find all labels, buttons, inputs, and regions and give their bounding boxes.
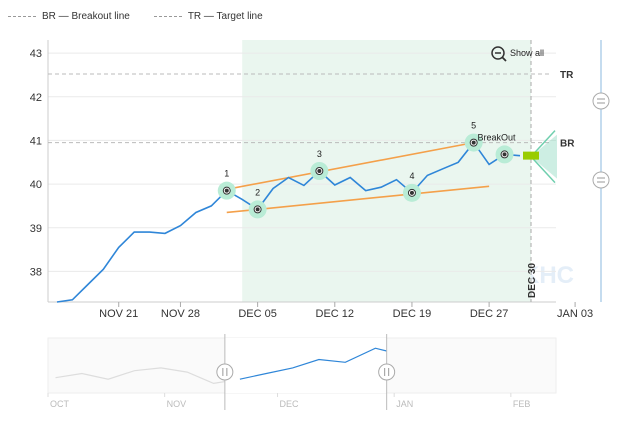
x-tick-label: NOV 28 [161,308,200,320]
pattern-point[interactable]: 5 [464,121,483,152]
y-tick-label: 41 [30,135,42,147]
navigator-window [224,338,387,393]
trend-line [226,141,474,191]
x-tick-label: DEC 05 [238,308,277,320]
navigator-label: NOV [167,399,187,409]
date-marker: DEC 30 [527,40,538,302]
x-tick-label: JAN 03 [557,308,593,320]
navigator[interactable]: OCT NOV DEC JAN FEB [47,334,557,410]
pattern-point[interactable]: 3 [310,149,329,180]
breakout-cone [531,134,557,179]
navigator-label: OCT [50,399,70,409]
breakout-marker [523,151,539,160]
navigator-handle[interactable] [216,363,234,381]
navigator-window-line [239,347,387,380]
pattern-point[interactable]: 1 [217,169,236,200]
y-tick-label: 42 [30,92,42,104]
price-line [56,141,521,303]
pattern-point-dot [471,140,476,145]
trend-line [226,185,490,214]
x-tick-label: DEC 12 [316,308,355,320]
pattern-point[interactable]: BreakOut [478,132,517,164]
date-marker-label: DEC 30 [527,263,538,298]
axes: NOV 21 NOV 28 DEC 05 DEC 12 DEC 19 DEC 27 JAN … [47,40,593,320]
pattern-point[interactable]: 2 [248,187,267,219]
x-tick-label: NOV 21 [99,308,138,320]
pattern-point-label: 3 [317,149,322,159]
pattern-point-dot [255,207,260,212]
x-tick-label: DEC 27 [470,308,509,320]
y-tick-label: 40 [30,179,42,191]
y-tick-label: 43 [30,48,42,60]
show-all-label: Show all [510,48,544,58]
right-scrollbar [592,40,610,302]
series [56,141,521,303]
horizontal-lines: TR BR [48,70,575,150]
pattern-point-label: 4 [409,171,414,181]
pattern-point-dot [224,188,229,193]
legend-item-breakout[interactable]: BR — Breakout line [8,11,130,22]
legend-item-target[interactable]: TR — Target line [153,10,263,22]
horizontal-line-label: BR [560,139,575,150]
legend-label-breakout: BR — Breakout line [42,10,130,22]
navigator-label: DEC [280,399,300,409]
breakout-arrows [523,130,557,184]
horizontal-line-label: TR [560,70,574,81]
pattern-point-label: BreakOut [478,132,517,142]
y-zoom-handle-bottom[interactable] [592,171,610,189]
legend-dash-icon [8,15,36,17]
highlight-rect [242,40,531,302]
navigator-handle-knob [378,363,396,381]
navigator-label: FEB [513,399,531,409]
zoom-out-icon [491,46,505,60]
pattern-point-label: 1 [224,169,229,179]
pattern-point-label: 5 [471,121,476,131]
x-tick-label: DEC 19 [393,308,432,320]
highlight-area [242,40,531,302]
trend-lines [226,141,490,214]
navigator-handle-knob [216,363,234,381]
navigator-label: JAN [396,399,413,409]
pattern-point-dot [409,190,414,195]
zoom-out-button[interactable]: Show all [491,46,544,62]
y-zoom-handle-top[interactable] [592,92,610,110]
legend: BR — Breakout line TR — Target line [8,6,287,26]
pattern-point-dot [502,152,507,157]
pattern-point-dot [317,169,322,173]
breakout-arrow [530,156,556,184]
navigator-handle[interactable] [378,363,396,381]
legend-label-target: TR — Target line [187,10,263,22]
pattern-point-label: 2 [255,187,260,197]
y-tick-label: 39 [30,223,42,235]
y-tick-label: 38 [30,266,42,278]
pattern-point[interactable]: 4 [402,171,421,202]
legend-dash-icon [153,15,182,17]
